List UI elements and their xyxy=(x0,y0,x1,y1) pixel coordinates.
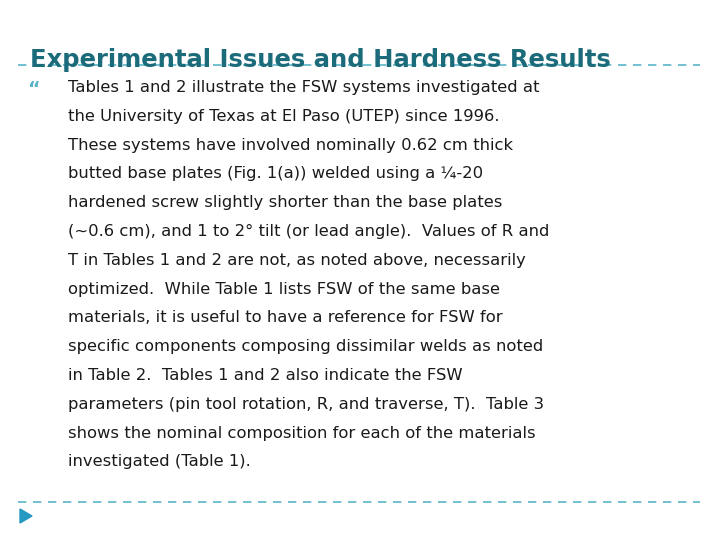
Text: materials, it is useful to have a reference for FSW for: materials, it is useful to have a refere… xyxy=(68,310,503,326)
Text: Tables 1 and 2 illustrate the FSW systems investigated at: Tables 1 and 2 illustrate the FSW system… xyxy=(68,80,539,95)
Text: T in Tables 1 and 2 are not, as noted above, necessarily: T in Tables 1 and 2 are not, as noted ab… xyxy=(68,253,526,268)
Text: “: “ xyxy=(28,80,40,99)
Text: in Table 2.  Tables 1 and 2 also indicate the FSW: in Table 2. Tables 1 and 2 also indicate… xyxy=(68,368,463,383)
Text: butted base plates (Fig. 1(a)) welded using a ¼-20: butted base plates (Fig. 1(a)) welded us… xyxy=(68,166,483,181)
Text: investigated (Table 1).: investigated (Table 1). xyxy=(68,454,251,469)
Text: the University of Texas at El Paso (UTEP) since 1996.: the University of Texas at El Paso (UTEP… xyxy=(68,109,500,124)
Text: hardened screw slightly shorter than the base plates: hardened screw slightly shorter than the… xyxy=(68,195,503,210)
Text: parameters (pin tool rotation, R, and traverse, T).  Table 3: parameters (pin tool rotation, R, and tr… xyxy=(68,397,544,412)
Text: optimized.  While Table 1 lists FSW of the same base: optimized. While Table 1 lists FSW of th… xyxy=(68,281,500,296)
Text: specific components composing dissimilar welds as noted: specific components composing dissimilar… xyxy=(68,339,544,354)
Text: shows the nominal composition for each of the materials: shows the nominal composition for each o… xyxy=(68,426,536,441)
Polygon shape xyxy=(20,509,32,523)
Text: Experimental Issues and Hardness Results: Experimental Issues and Hardness Results xyxy=(30,48,611,72)
Text: (~0.6 cm), and 1 to 2° tilt (or lead angle).  Values of R and: (~0.6 cm), and 1 to 2° tilt (or lead ang… xyxy=(68,224,549,239)
Text: These systems have involved nominally 0.62 cm thick: These systems have involved nominally 0.… xyxy=(68,138,513,153)
